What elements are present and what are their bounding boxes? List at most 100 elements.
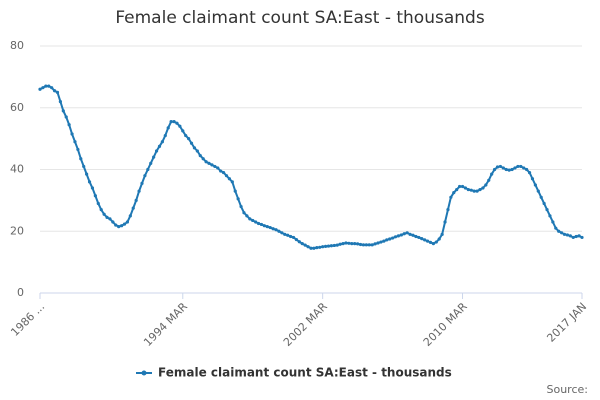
data-point (376, 241, 380, 245)
data-point (105, 215, 109, 219)
data-point (175, 121, 179, 125)
data-point (562, 232, 567, 236)
data-point (291, 235, 296, 240)
data-point (309, 246, 313, 250)
data-point (577, 234, 581, 238)
data-point (367, 243, 371, 247)
data-point (184, 133, 188, 138)
data-point (423, 238, 427, 242)
data-point (64, 115, 68, 119)
data-point (478, 187, 482, 192)
data-point (344, 241, 348, 245)
data-point (539, 195, 543, 199)
data-point (458, 184, 462, 189)
data-point (350, 242, 354, 246)
data-point (428, 240, 433, 244)
data-point (274, 228, 278, 232)
data-point (548, 214, 552, 218)
data-point (379, 240, 383, 244)
data-point (399, 233, 403, 237)
data-point (128, 214, 132, 218)
data-point (55, 90, 60, 94)
data-point (85, 172, 89, 176)
data-point (498, 164, 503, 169)
data-point (236, 197, 240, 201)
data-point (111, 220, 115, 224)
data-point (117, 225, 121, 229)
data-point (204, 160, 208, 164)
data-point (335, 243, 339, 247)
data-point (388, 237, 392, 241)
data-point (286, 233, 290, 237)
data-point (239, 204, 243, 209)
data-point (364, 243, 368, 247)
data-point (58, 99, 62, 104)
data-point (99, 208, 103, 212)
data-point (510, 167, 514, 172)
data-point (568, 234, 572, 238)
y-tick-label: 60 (10, 101, 24, 114)
data-point (411, 233, 415, 237)
data-point (157, 144, 162, 148)
data-point (385, 238, 389, 242)
data-point (420, 237, 424, 241)
data-point (571, 235, 575, 240)
data-point (227, 177, 232, 181)
y-tick-label: 0 (17, 286, 24, 299)
data-point (560, 231, 564, 235)
data-point (87, 180, 92, 184)
data-point (361, 243, 366, 247)
data-point (251, 218, 255, 223)
data-point (82, 164, 86, 169)
data-point (472, 189, 476, 193)
data-point (224, 174, 229, 178)
data-point (297, 240, 301, 244)
data-point (245, 214, 249, 218)
data-point (61, 109, 65, 113)
data-point (277, 229, 281, 233)
data-point (525, 167, 529, 172)
data-point (481, 186, 485, 190)
data-point (536, 189, 540, 193)
data-point (551, 220, 555, 224)
data-point (248, 217, 252, 221)
data-point (300, 242, 304, 246)
data-point (280, 231, 284, 235)
data-point (437, 237, 441, 241)
data-point (446, 208, 450, 212)
data-point (373, 242, 377, 246)
data-point (219, 169, 223, 173)
data-point (417, 235, 421, 240)
data-point (189, 141, 194, 145)
data-point (44, 84, 48, 88)
data-point (475, 189, 479, 193)
data-point (396, 234, 401, 238)
data-point (50, 86, 54, 90)
data-point (210, 163, 214, 167)
source-label: Source: (547, 383, 589, 396)
data-point (490, 172, 494, 176)
data-point (434, 240, 438, 244)
data-point (303, 243, 307, 247)
data-point (484, 183, 488, 187)
data-point (452, 191, 456, 195)
data-point (134, 198, 138, 202)
data-point (67, 123, 71, 127)
data-point (504, 167, 508, 172)
data-point (463, 186, 468, 190)
data-point (347, 241, 351, 245)
data-point (102, 212, 106, 216)
data-point (213, 164, 217, 169)
data-point (294, 237, 299, 242)
data-point (469, 188, 473, 192)
data-point (527, 170, 532, 175)
data-point (460, 184, 465, 189)
data-point (501, 166, 505, 170)
data-point (283, 232, 287, 236)
data-point (425, 239, 430, 243)
data-point (93, 194, 97, 198)
data-point (353, 242, 357, 246)
data-point (338, 242, 342, 246)
data-point (207, 161, 211, 165)
data-point (41, 86, 45, 90)
